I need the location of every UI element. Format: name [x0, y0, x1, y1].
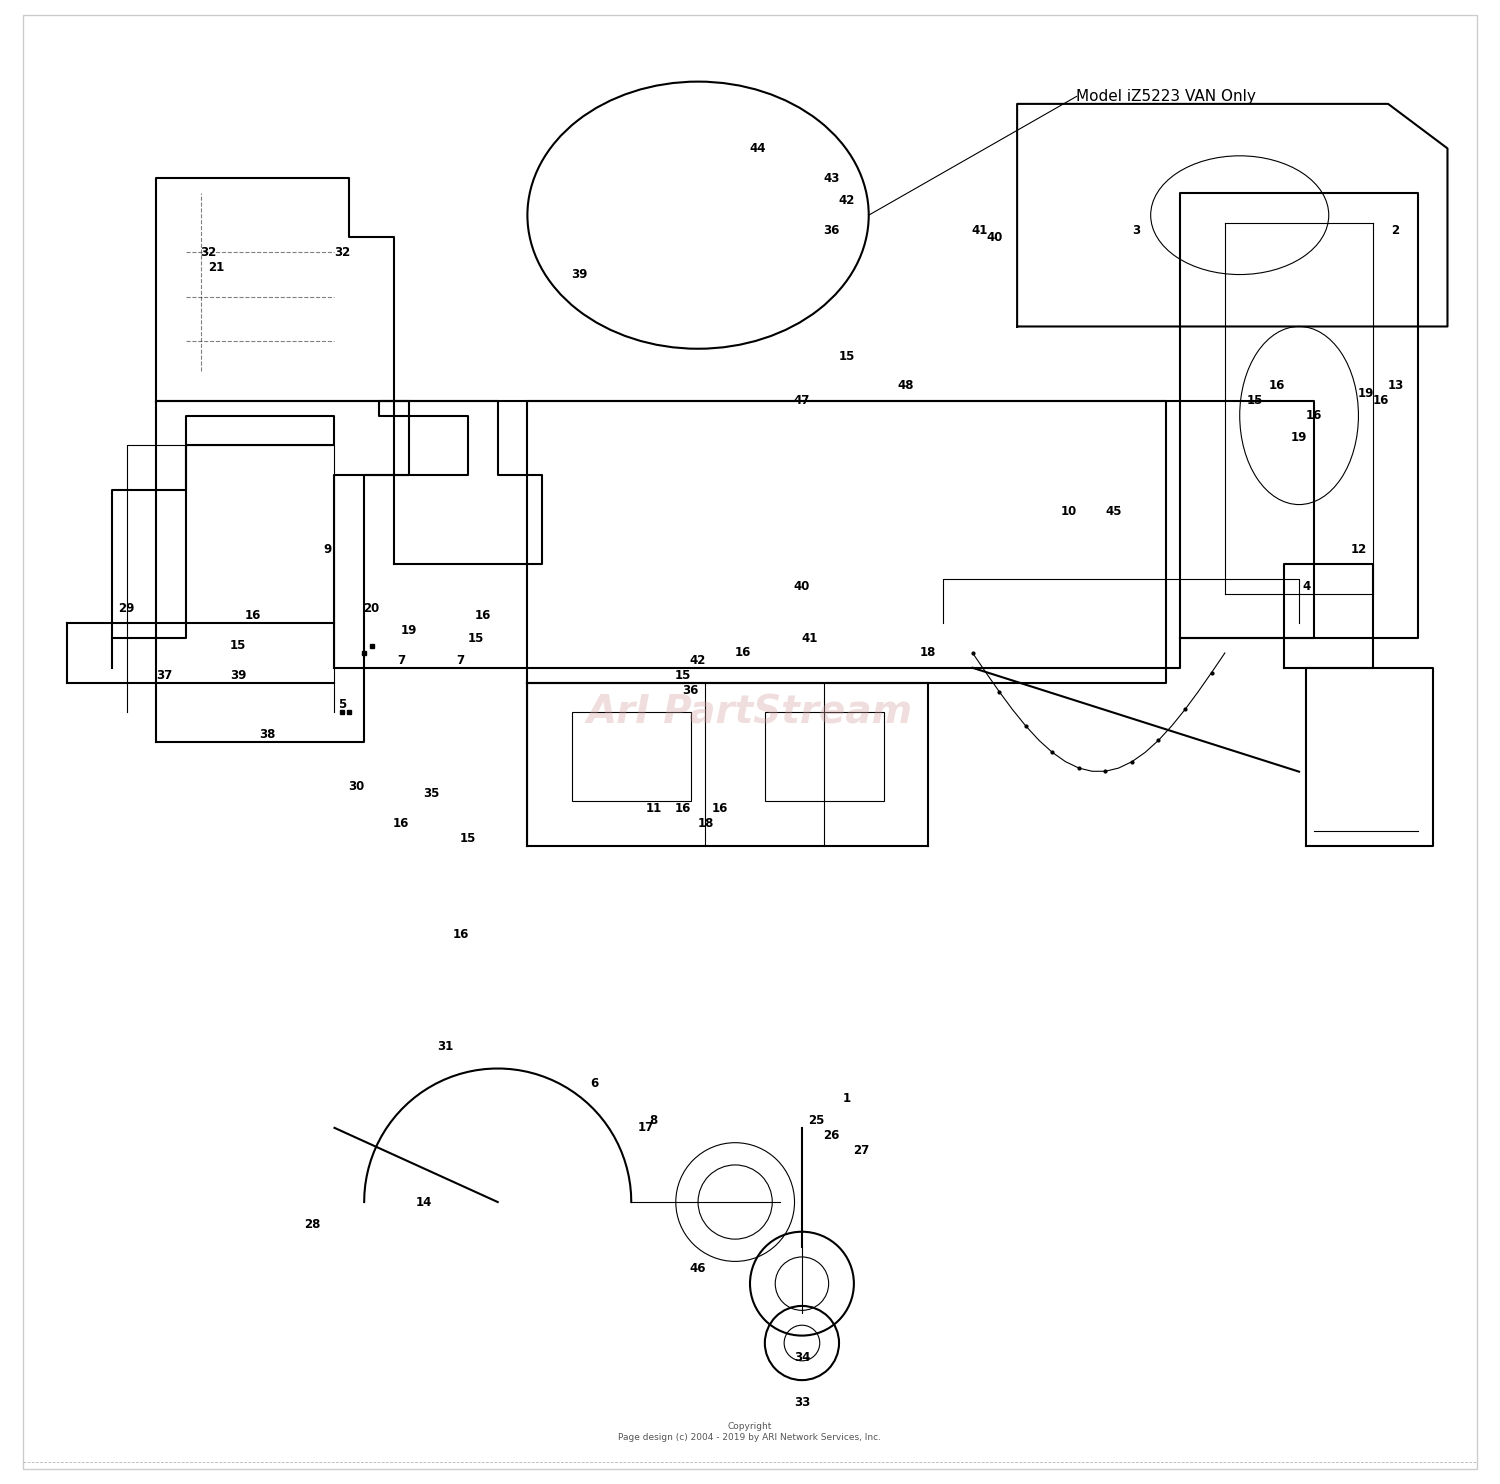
Text: 19: 19 — [1292, 432, 1308, 444]
Text: 45: 45 — [1106, 506, 1122, 518]
Text: 47: 47 — [794, 395, 810, 407]
Text: 16: 16 — [1269, 380, 1286, 392]
Text: 39: 39 — [572, 269, 588, 280]
Text: 42: 42 — [690, 654, 706, 666]
Text: 19: 19 — [400, 625, 417, 637]
Text: 12: 12 — [1350, 543, 1366, 555]
Text: 3: 3 — [1132, 224, 1140, 236]
Ellipse shape — [528, 82, 868, 349]
Text: 15: 15 — [839, 350, 855, 362]
Text: Model iZ5223 VAN Only: Model iZ5223 VAN Only — [1077, 89, 1257, 104]
Text: 13: 13 — [1388, 380, 1404, 392]
Bar — [579, 178, 728, 237]
Bar — [765, 712, 884, 801]
Text: 39: 39 — [230, 669, 246, 681]
Text: 16: 16 — [712, 803, 729, 815]
Text: 35: 35 — [423, 788, 439, 800]
Text: 6: 6 — [590, 1077, 598, 1089]
Text: 36: 36 — [824, 224, 840, 236]
Text: 44: 44 — [748, 142, 765, 154]
Text: 15: 15 — [468, 632, 483, 644]
Text: 19: 19 — [1358, 387, 1374, 399]
Text: 15: 15 — [230, 640, 246, 651]
Text: 15: 15 — [675, 669, 692, 681]
Text: 18: 18 — [920, 647, 936, 659]
Text: 46: 46 — [690, 1263, 706, 1275]
Text: ArI PartStream: ArI PartStream — [586, 693, 914, 732]
Text: 16: 16 — [1372, 395, 1389, 407]
Text: 9: 9 — [322, 543, 332, 555]
Text: 17: 17 — [638, 1122, 654, 1134]
Text: 8: 8 — [650, 1114, 657, 1126]
Text: 38: 38 — [260, 729, 276, 741]
Text: 32: 32 — [200, 246, 216, 258]
Text: 1: 1 — [843, 1092, 850, 1104]
Text: 42: 42 — [839, 194, 855, 206]
Text: 36: 36 — [682, 684, 699, 696]
Text: 10: 10 — [1060, 506, 1077, 518]
Text: 5: 5 — [338, 699, 346, 711]
Text: 7: 7 — [456, 654, 465, 666]
Text: 28: 28 — [304, 1218, 321, 1230]
Text: 7: 7 — [398, 654, 405, 666]
Text: 2: 2 — [1392, 224, 1400, 236]
Text: 41: 41 — [801, 632, 818, 644]
Text: 11: 11 — [645, 803, 662, 815]
Text: 16: 16 — [474, 610, 490, 622]
Text: 32: 32 — [334, 246, 350, 258]
Text: 18: 18 — [698, 818, 714, 830]
Text: 16: 16 — [393, 818, 410, 830]
Text: 43: 43 — [824, 172, 840, 184]
Text: Copyright
Page design (c) 2004 - 2019 by ARI Network Services, Inc.: Copyright Page design (c) 2004 - 2019 by… — [618, 1422, 882, 1442]
Text: 37: 37 — [156, 669, 172, 681]
Text: 20: 20 — [363, 603, 380, 614]
Text: 4: 4 — [1302, 580, 1311, 592]
Text: 16: 16 — [675, 803, 692, 815]
Text: 14: 14 — [416, 1196, 432, 1208]
Text: 15: 15 — [460, 833, 476, 844]
Text: 16: 16 — [735, 647, 752, 659]
Text: 25: 25 — [808, 1114, 825, 1126]
Text: 34: 34 — [794, 1352, 810, 1364]
Text: 40: 40 — [987, 232, 1004, 243]
Text: 26: 26 — [824, 1129, 840, 1141]
Text: 27: 27 — [853, 1144, 870, 1156]
Text: 30: 30 — [348, 781, 364, 792]
Text: 48: 48 — [897, 380, 914, 392]
Text: 21: 21 — [207, 261, 224, 273]
Text: 16: 16 — [1305, 410, 1322, 421]
Text: 40: 40 — [794, 580, 810, 592]
Text: 33: 33 — [794, 1396, 810, 1408]
Text: 29: 29 — [118, 603, 135, 614]
Text: 16: 16 — [453, 929, 470, 941]
Text: 16: 16 — [244, 610, 261, 622]
Text: 15: 15 — [1246, 395, 1263, 407]
Text: 41: 41 — [972, 224, 988, 236]
Text: 31: 31 — [438, 1040, 454, 1052]
Bar — [572, 712, 690, 801]
